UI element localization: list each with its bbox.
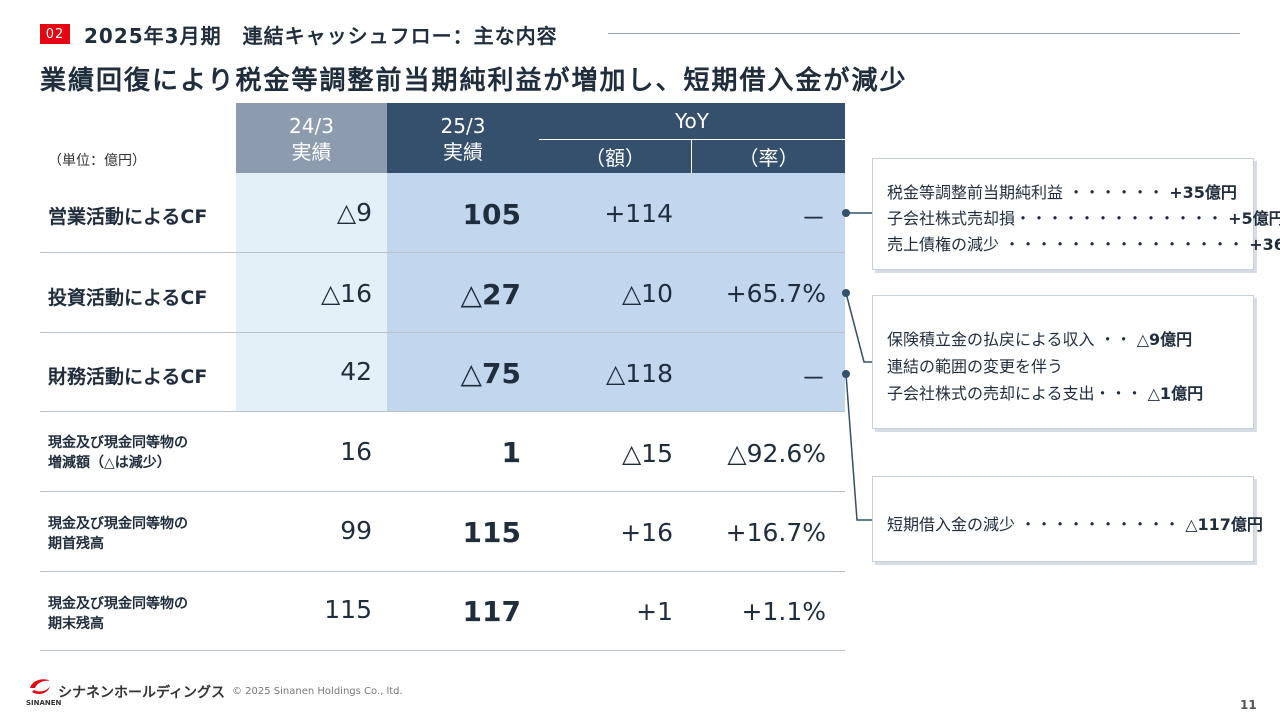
callout-text: 子会社株式の売却による支出・・・ [887, 384, 1143, 403]
cell-yoy-rate: +1.1% [741, 597, 826, 626]
row-label-line: 現金及び現金同等物の [48, 596, 188, 612]
unit-label: （単位：億円） [48, 153, 146, 169]
cell-curr: △75 [460, 357, 522, 390]
callout-text: 保険積立金の払戻による収入 ・・ [887, 330, 1132, 349]
cell-yoy-amount: +114 [604, 199, 673, 228]
row-divider [40, 411, 845, 412]
title-divider [608, 33, 1240, 34]
column-header-yoy-rate: （率） [692, 139, 845, 173]
callout-amount: △117億円 [1185, 515, 1263, 534]
prev-actual-label: 実績 [291, 140, 332, 164]
connector-line [845, 373, 872, 521]
prev-year-label: 24/3 [289, 114, 334, 138]
page-number: 11 [1240, 698, 1257, 712]
callout-line: 税金等調整前当期純利益 ・・・・・・ +35億円 [887, 179, 1237, 203]
callout-line: 子会社株式売却損・・・・・・・・・・・・・ +5億円 [887, 205, 1280, 229]
callout-investing: 保険積立金の払戻による収入 ・・ △9億円 連結の範囲の変更を伴う 子会社株式の… [872, 295, 1254, 429]
cell-yoy-amount: +16 [620, 518, 673, 547]
callout-text: 税金等調整前当期純利益 ・・・・・・ [887, 183, 1165, 202]
row-label-line: 期末残高 [48, 616, 104, 632]
section-number-badge: 02 [40, 24, 70, 44]
cell-yoy-rate: +16.7% [725, 518, 826, 547]
cell-curr: 1 [501, 436, 521, 469]
cell-yoy-rate: +65.7% [725, 279, 826, 308]
column-header-prev-year: 24/3 実績 [236, 103, 387, 173]
cell-yoy-rate: － [800, 364, 826, 393]
section-title: 2025年3月期 連結キャッシュフロー：主な内容 [84, 24, 558, 48]
curr-year-label: 25/3 [440, 114, 486, 138]
callout-amount: △1億円 [1147, 384, 1204, 403]
cell-prev: 42 [340, 357, 372, 386]
callout-text: 連結の範囲の変更を伴う [887, 357, 1064, 376]
company-logo-sub: SINANEN [26, 699, 62, 707]
connector-line [845, 292, 872, 363]
cell-curr: 115 [462, 516, 521, 549]
row-divider [40, 491, 845, 492]
callout-text: 子会社株式売却損・・・・・・・・・・・・・ [887, 209, 1224, 228]
cell-curr: △27 [460, 278, 522, 311]
row-label-beginning-balance: 現金及び現金同等物の 期首残高 [48, 514, 233, 554]
row-label-financing-cf: 財務活動によるCF [48, 366, 208, 388]
row-divider [40, 252, 845, 253]
callout-line: 連結の範囲の変更を伴う [887, 353, 1063, 377]
row-divider [40, 571, 845, 572]
callout-line: 短期借入金の減少 ・・・・・・・・・・ △117億円 [887, 511, 1263, 535]
cell-prev: 115 [324, 595, 372, 624]
highlight-shading [387, 173, 845, 412]
callout-text: 短期借入金の減少 ・・・・・・・・・・ [887, 515, 1181, 534]
company-logo-icon [30, 679, 50, 694]
callout-line: 保険積立金の払戻による収入 ・・ △9億円 [887, 326, 1192, 350]
cell-curr: 117 [462, 595, 521, 628]
copyright: © 2025 Sinanen Holdings Co., ltd. [232, 686, 403, 697]
cell-yoy-amount: △118 [606, 359, 673, 388]
column-header-yoy-amount: （額） [539, 139, 692, 173]
row-label-line: 期首残高 [48, 536, 104, 552]
callout-operating: 税金等調整前当期純利益 ・・・・・・ +35億円 子会社株式売却損・・・・・・・… [872, 158, 1280, 270]
cell-prev: △9 [336, 198, 372, 227]
row-divider [40, 650, 845, 651]
cell-prev: 16 [340, 437, 372, 466]
callout-amount: +36億円 [1249, 235, 1280, 254]
callout-amount: △9億円 [1136, 330, 1193, 349]
column-header-curr-year: 25/3 実績 [387, 103, 539, 173]
cell-prev: △16 [320, 279, 372, 308]
page-headline: 業績回復により税金等調整前当期純利益が増加し、短期借入金が減少 [40, 66, 908, 96]
cell-yoy-amount: +1 [636, 597, 673, 626]
column-header-yoy: YoY [539, 103, 845, 139]
prev-year-shading [236, 173, 387, 412]
row-label-ending-balance: 現金及び現金同等物の 期末残高 [48, 594, 233, 634]
cell-yoy-amount: △10 [621, 279, 673, 308]
curr-actual-label: 実績 [443, 140, 483, 164]
cell-yoy-amount: △15 [621, 439, 673, 468]
row-label-line: 増減額（△は減少） [48, 455, 171, 471]
cell-curr: 105 [462, 198, 521, 231]
row-label-investing-cf: 投資活動によるCF [48, 287, 208, 309]
row-divider [40, 332, 845, 333]
callout-line: 売上債権の減少 ・・・・・・・・・・・・・・・ +36億円 [887, 231, 1280, 255]
cell-yoy-rate: － [800, 204, 826, 233]
callout-amount: +5億円 [1228, 209, 1280, 228]
callout-amount: +35億円 [1169, 183, 1237, 202]
row-label-line: 現金及び現金同等物の [48, 435, 188, 451]
row-label-line: 現金及び現金同等物の [48, 516, 188, 532]
row-label-net-change: 現金及び現金同等物の 増減額（△は減少） [48, 433, 233, 473]
cell-yoy-rate: △92.6% [727, 439, 826, 468]
row-label-operating-cf: 営業活動によるCF [48, 206, 208, 228]
callout-financing: 短期借入金の減少 ・・・・・・・・・・ △117億円 [872, 476, 1263, 562]
cell-prev: 99 [340, 516, 372, 545]
company-name: シナネンホールディングス [58, 685, 226, 701]
callout-line: 子会社株式の売却による支出・・・ △1億円 [887, 380, 1203, 404]
callout-text: 売上債権の減少 ・・・・・・・・・・・・・・・ [887, 235, 1245, 254]
